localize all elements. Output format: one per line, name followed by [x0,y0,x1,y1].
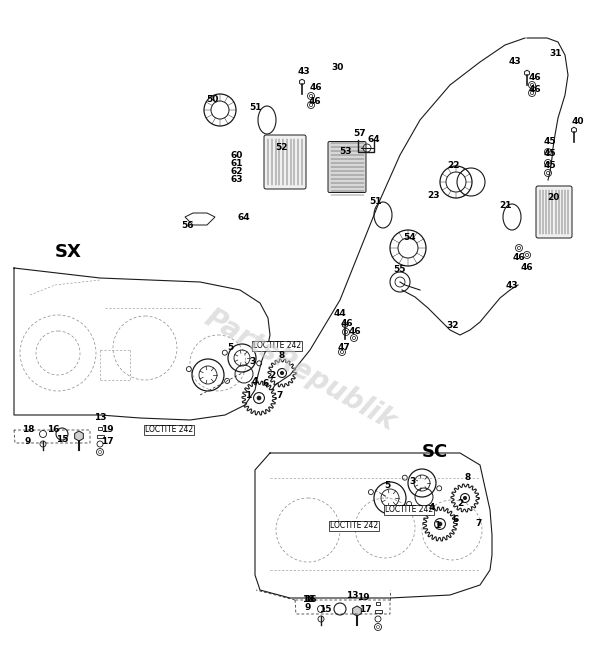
Text: 46: 46 [529,85,541,95]
Text: 4: 4 [252,377,258,387]
Bar [374,609,382,613]
Text: 55: 55 [394,266,406,274]
Text: 7: 7 [277,391,283,399]
Text: 16: 16 [47,426,59,434]
Text: 51: 51 [250,104,262,112]
Bar [96,434,104,438]
Text: LOCTITE 242: LOCTITE 242 [253,342,301,350]
Text: 8: 8 [465,473,471,481]
Text: 45: 45 [544,161,557,169]
Text: 5: 5 [384,481,390,490]
Text: 2: 2 [269,371,275,381]
Text: 61: 61 [231,159,243,167]
Text: 19: 19 [357,594,369,602]
Text: 22: 22 [447,161,459,171]
Bar [98,426,102,430]
Text: 46: 46 [349,327,361,336]
Text: 13: 13 [346,590,358,600]
Circle shape [257,397,260,400]
Circle shape [464,496,466,499]
Text: 1: 1 [245,391,251,401]
Circle shape [438,522,441,525]
Text: 1: 1 [434,522,440,531]
Text: 19: 19 [101,424,113,434]
Text: 8: 8 [279,352,285,360]
Text: PartsRepublik: PartsRepublik [199,303,401,436]
Text: 45: 45 [544,149,557,159]
Text: 64: 64 [238,214,250,223]
Text: 46: 46 [310,83,323,91]
Text: 43: 43 [298,67,311,77]
Text: 62: 62 [231,167,243,176]
Text: 63: 63 [231,175,243,184]
Text: 15: 15 [319,605,331,615]
Text: 4: 4 [429,502,435,512]
Text: 3: 3 [410,477,416,486]
FancyBboxPatch shape [328,141,366,192]
Text: SX: SX [54,243,81,261]
Text: 2: 2 [457,498,463,508]
FancyBboxPatch shape [536,186,572,238]
Text: 56: 56 [182,221,194,229]
Text: 46: 46 [529,73,541,83]
Text: LOCTITE 242: LOCTITE 242 [385,506,433,514]
Text: 46: 46 [309,98,321,106]
Text: 30: 30 [332,63,344,71]
Text: 18: 18 [302,596,314,605]
Text: LOCTITE 242: LOCTITE 242 [145,426,193,434]
Text: 54: 54 [403,233,416,241]
Text: 9: 9 [305,602,311,611]
Text: 57: 57 [354,130,366,139]
Text: 40: 40 [572,118,584,126]
Text: 3: 3 [250,358,256,366]
Text: 52: 52 [276,143,288,151]
Text: 32: 32 [447,321,459,329]
Text: 6: 6 [263,379,269,387]
Text: 20: 20 [547,192,559,202]
FancyBboxPatch shape [264,135,306,189]
Text: 17: 17 [359,605,371,615]
Text: 46: 46 [513,254,525,262]
Text: 6: 6 [453,514,459,524]
Bar [376,602,380,605]
Text: 53: 53 [339,147,352,157]
Text: 60: 60 [231,151,243,159]
Text: 13: 13 [93,414,106,422]
Circle shape [280,371,283,374]
Text: 23: 23 [427,192,439,200]
Text: 51: 51 [370,198,382,206]
Text: 43: 43 [506,282,519,290]
Text: 7: 7 [476,520,482,529]
Text: 16: 16 [304,596,316,605]
Text: 18: 18 [22,426,34,434]
Text: 21: 21 [500,200,513,210]
Text: 45: 45 [544,137,557,147]
Text: 15: 15 [55,436,68,444]
Text: LOCTITE 242: LOCTITE 242 [330,522,378,531]
Text: 46: 46 [341,319,353,329]
Text: 64: 64 [368,136,380,145]
Text: 50: 50 [206,95,218,104]
Text: 31: 31 [550,48,562,58]
Text: 43: 43 [509,58,522,67]
Text: 17: 17 [101,436,113,446]
Text: 47: 47 [338,344,350,352]
Text: 46: 46 [520,262,533,272]
Text: 5: 5 [227,342,233,352]
Text: 9: 9 [25,436,31,446]
Text: 44: 44 [333,309,346,319]
Text: SC: SC [422,443,448,461]
